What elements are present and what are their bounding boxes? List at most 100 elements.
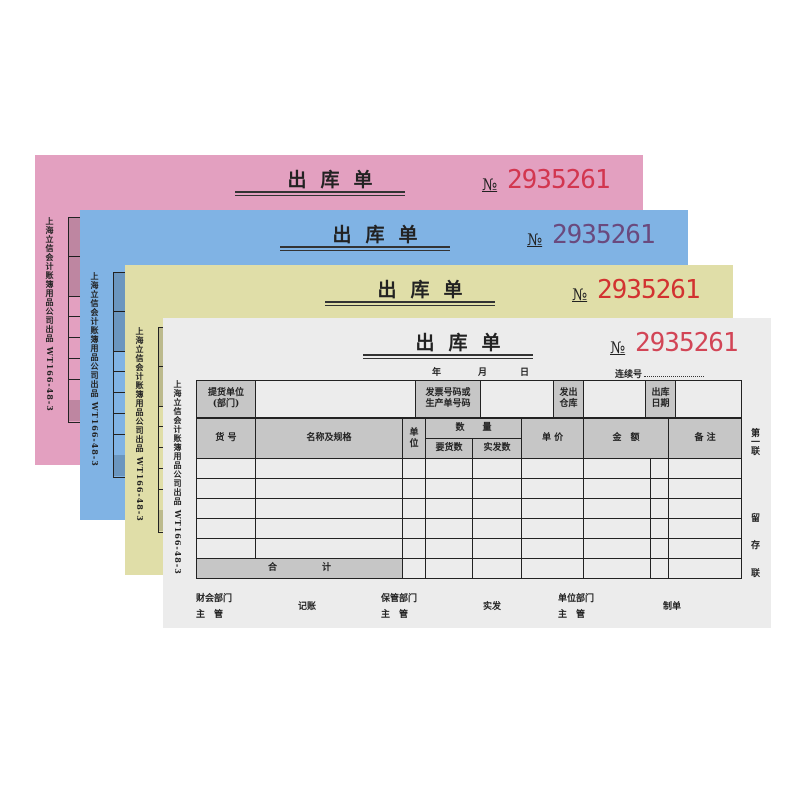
form-title: 出库单 — [287, 169, 387, 191]
item-cell[interactable] — [471, 458, 523, 479]
col-amount: 金 额 — [583, 418, 670, 459]
items-table: 货 号 名称及规格 单 位 数 量 单 价 金 额 备 注 要货数 实发数 合 … — [196, 418, 743, 579]
warehouse-label: 发出 仓库 — [553, 380, 584, 418]
number-label: № — [610, 338, 626, 357]
col-remarks: 备 注 — [668, 418, 743, 459]
form-title: 出库单 — [415, 332, 515, 354]
item-cell[interactable] — [402, 498, 426, 519]
total-label: 合 计 — [196, 558, 403, 579]
number-label: № — [572, 285, 588, 304]
number-label: № — [482, 175, 498, 194]
item-cell[interactable] — [668, 458, 743, 479]
item-cell[interactable] — [521, 458, 585, 479]
item-cell[interactable] — [196, 498, 256, 519]
continuation-field[interactable] — [644, 376, 705, 377]
item-cell[interactable] — [471, 518, 523, 539]
warehouse-field[interactable] — [583, 380, 646, 418]
total-cell[interactable] — [668, 558, 743, 579]
copy-label: 第一联 — [749, 428, 759, 455]
footer-prepared: 制单 — [663, 602, 682, 612]
form-title: 出库单 — [332, 224, 432, 246]
serial-number: 2935261 — [507, 165, 611, 195]
item-row — [196, 538, 743, 559]
col-unit: 单 位 — [402, 418, 426, 459]
item-row — [196, 478, 743, 499]
copy-purpose-1: 留 — [749, 513, 759, 522]
item-cell[interactable] — [196, 478, 256, 499]
item-cell[interactable] — [583, 478, 652, 499]
item-cell[interactable] — [668, 478, 743, 499]
item-cell[interactable] — [583, 538, 652, 559]
invoice-field[interactable] — [480, 380, 554, 418]
date-month: 月 — [478, 368, 488, 378]
item-cell[interactable] — [255, 518, 403, 539]
total-cell[interactable] — [425, 558, 473, 579]
serial-number: 2935261 — [597, 275, 701, 305]
item-cell[interactable] — [196, 538, 256, 559]
printer-imprint: 上海立信会计账簿用品公司出品 WT166-48-3 — [90, 272, 100, 467]
item-cell[interactable] — [471, 498, 523, 519]
item-cell[interactable] — [425, 478, 473, 499]
item-cell[interactable] — [650, 458, 670, 479]
item-row — [196, 518, 743, 539]
col-item-no: 货 号 — [196, 418, 256, 459]
printer-imprint: 上海立信会计账簿用品公司出品 WT166-48-3 — [173, 380, 183, 575]
item-cell[interactable] — [425, 518, 473, 539]
printer-imprint: 上海立信会计账簿用品公司出品 WT166-48-3 — [135, 327, 145, 522]
item-cell[interactable] — [425, 538, 473, 559]
footer-bookkeeping: 记账 — [298, 602, 317, 612]
date-year: 年 — [432, 368, 442, 378]
consignee-field[interactable] — [255, 380, 416, 418]
col-quantity: 数 量 — [424, 418, 523, 439]
item-cell[interactable] — [402, 538, 426, 559]
item-cell[interactable] — [583, 458, 652, 479]
item-cell[interactable] — [668, 538, 743, 559]
item-cell[interactable] — [668, 518, 743, 539]
item-cell[interactable] — [402, 518, 426, 539]
date-day: 日 — [520, 368, 530, 378]
item-cell[interactable] — [425, 458, 473, 479]
copy-purpose-3: 联 — [749, 568, 759, 577]
consignee-label: 提货单位 (部门) — [196, 380, 256, 418]
total-cell[interactable] — [650, 558, 670, 579]
title-underline — [235, 191, 405, 196]
item-cell[interactable] — [196, 518, 256, 539]
item-cell[interactable] — [521, 518, 585, 539]
item-cell[interactable] — [402, 458, 426, 479]
footer-shipped: 实发 — [483, 602, 502, 612]
footer-unit-dept: 单位部门 主 管 — [558, 594, 595, 620]
col-name-spec: 名称及规格 — [255, 418, 403, 459]
form-title: 出库单 — [377, 279, 477, 301]
item-cell[interactable] — [255, 458, 403, 479]
total-cell[interactable] — [583, 558, 652, 579]
item-cell[interactable] — [521, 498, 585, 519]
item-cell[interactable] — [650, 518, 670, 539]
item-row — [196, 458, 743, 479]
item-cell[interactable] — [471, 478, 523, 499]
item-cell[interactable] — [668, 498, 743, 519]
item-cell[interactable] — [521, 478, 585, 499]
out-date-field[interactable] — [675, 380, 742, 418]
printer-imprint: 上海立信会计账簿用品公司出品 WT166-48-3 — [45, 217, 55, 412]
item-cell[interactable] — [402, 478, 426, 499]
title-underline — [325, 301, 495, 306]
total-cell[interactable] — [471, 558, 523, 579]
item-cell[interactable] — [583, 518, 652, 539]
item-cell[interactable] — [471, 538, 523, 559]
item-cell[interactable] — [425, 498, 473, 519]
item-cell[interactable] — [196, 458, 256, 479]
item-cell[interactable] — [255, 498, 403, 519]
continuation-number: 连续号 — [615, 367, 705, 380]
item-cell[interactable] — [650, 478, 670, 499]
item-cell[interactable] — [521, 538, 585, 559]
item-cell[interactable] — [583, 498, 652, 519]
item-cell[interactable] — [650, 538, 670, 559]
item-cell[interactable] — [650, 498, 670, 519]
item-cell[interactable] — [255, 478, 403, 499]
out-date-label: 出库 日期 — [645, 380, 676, 418]
item-cell[interactable] — [255, 538, 403, 559]
total-cell[interactable] — [402, 558, 426, 579]
total-cell[interactable] — [521, 558, 585, 579]
serial-number: 2935261 — [552, 220, 656, 250]
footer-finance: 财会部门 主 管 — [196, 594, 233, 620]
